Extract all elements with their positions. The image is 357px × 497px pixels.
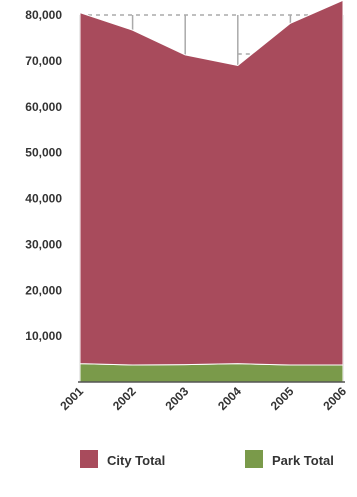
legend-swatch xyxy=(245,450,263,468)
x-tick-label: 2004 xyxy=(215,384,244,413)
legend-label: Park Total xyxy=(272,453,334,468)
legend-swatch xyxy=(80,450,98,468)
x-tick-label: 2005 xyxy=(268,384,297,413)
area-layer xyxy=(79,0,344,383)
y-tick-label: 40,000 xyxy=(25,192,62,206)
x-tick-label: 2001 xyxy=(57,384,86,413)
y-tick-label: 50,000 xyxy=(25,146,62,160)
x-tick-label: 2006 xyxy=(320,384,349,413)
y-tick-label: 60,000 xyxy=(25,100,62,114)
legend-label: City Total xyxy=(107,453,165,468)
area-city-total xyxy=(79,0,344,366)
legend: City Total Park Total xyxy=(80,450,334,468)
y-tick-label: 70,000 xyxy=(25,54,62,68)
y-tick-label: 20,000 xyxy=(25,283,62,297)
y-tick-label: 10,000 xyxy=(25,329,62,343)
y-tick-label: 80,000 xyxy=(25,8,62,22)
y-tick-label: 30,000 xyxy=(25,237,62,251)
x-tick-label: 2003 xyxy=(163,384,192,413)
area-park-total xyxy=(79,363,344,383)
x-tick-label: 2002 xyxy=(110,384,139,413)
